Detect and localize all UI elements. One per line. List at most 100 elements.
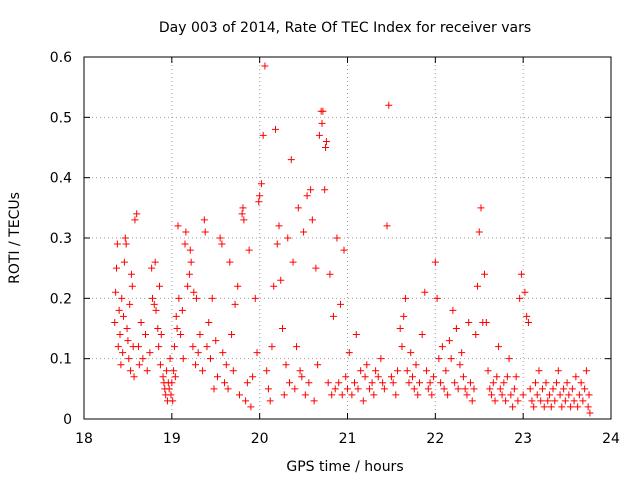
y-tick-labels: 0 0.1 0.2 0.3 0.4 0.5 0.6 xyxy=(50,50,72,428)
data-point xyxy=(155,343,163,351)
data-point xyxy=(219,349,227,357)
x-tick-labels: 18 19 20 21 22 23 24 xyxy=(75,431,620,447)
data-point xyxy=(438,343,446,351)
data-point xyxy=(437,379,445,387)
data-point xyxy=(368,379,376,387)
data-point xyxy=(370,391,378,399)
data-point xyxy=(146,349,154,357)
data-point xyxy=(275,222,283,230)
data-point xyxy=(489,379,497,387)
data-point xyxy=(517,270,525,278)
data-point xyxy=(377,355,385,363)
data-point xyxy=(336,300,344,308)
data-point xyxy=(210,385,218,393)
data-point xyxy=(218,240,226,248)
data-point xyxy=(412,361,420,369)
data-point xyxy=(216,234,224,242)
data-point xyxy=(503,373,511,381)
data-point xyxy=(379,379,387,387)
data-point xyxy=(315,131,323,139)
data-point xyxy=(475,228,483,236)
data-point xyxy=(271,125,279,133)
data-point xyxy=(570,397,578,405)
data-point xyxy=(280,391,288,399)
data-point xyxy=(175,294,183,302)
y-tick-label: 0 xyxy=(63,412,72,428)
data-point xyxy=(423,367,431,375)
data-point xyxy=(331,385,339,393)
data-points xyxy=(111,62,594,417)
data-point xyxy=(514,397,522,405)
data-point xyxy=(491,397,499,405)
data-point xyxy=(530,403,538,411)
data-point xyxy=(150,300,158,308)
data-point xyxy=(344,385,351,393)
data-point xyxy=(134,343,142,351)
data-point xyxy=(159,373,167,381)
data-point xyxy=(289,258,297,266)
data-point xyxy=(206,355,214,363)
data-point xyxy=(130,373,138,381)
data-point xyxy=(473,282,481,290)
data-point xyxy=(291,385,299,393)
data-point xyxy=(567,403,575,411)
data-point xyxy=(454,385,462,393)
data-point xyxy=(221,379,229,387)
data-point xyxy=(553,379,561,387)
chart-title: Day 003 of 2014, Rate Of TEC Index for r… xyxy=(159,20,531,36)
data-point xyxy=(170,367,178,375)
data-point xyxy=(122,240,130,248)
y-tick-label: 0.6 xyxy=(50,50,72,66)
data-point xyxy=(338,391,346,399)
data-point xyxy=(184,282,192,290)
data-point xyxy=(574,403,582,411)
data-point xyxy=(340,246,348,254)
data-point xyxy=(141,331,149,339)
data-point xyxy=(205,318,213,326)
data-point xyxy=(156,361,164,369)
data-point xyxy=(296,367,304,375)
data-point xyxy=(255,198,263,206)
data-point xyxy=(125,355,133,363)
data-point xyxy=(245,246,253,254)
data-point xyxy=(181,240,189,248)
data-point xyxy=(157,331,165,339)
data-point xyxy=(582,367,590,375)
data-point xyxy=(224,385,232,393)
data-point xyxy=(228,331,236,339)
data-point xyxy=(352,331,360,339)
data-point xyxy=(154,325,162,332)
data-point xyxy=(398,343,406,351)
data-point xyxy=(396,325,404,332)
data-point xyxy=(318,119,326,127)
data-point xyxy=(326,270,334,278)
data-point xyxy=(194,349,202,357)
data-point xyxy=(156,282,164,290)
data-point xyxy=(442,367,450,375)
data-point xyxy=(259,131,267,139)
data-point xyxy=(231,300,239,308)
data-point xyxy=(447,355,455,363)
data-point xyxy=(458,349,466,357)
data-point xyxy=(112,288,120,296)
data-point xyxy=(428,391,436,399)
data-point xyxy=(253,349,261,357)
data-point xyxy=(173,325,181,332)
data-point xyxy=(431,258,439,266)
x-tick-label: 19 xyxy=(163,431,181,447)
data-point xyxy=(263,367,271,375)
data-point xyxy=(226,258,234,266)
data-point xyxy=(528,397,536,405)
x-axis-label: GPS time / hours xyxy=(286,459,403,475)
data-point xyxy=(287,156,295,164)
data-point xyxy=(235,391,243,399)
data-point xyxy=(456,361,464,369)
data-point xyxy=(131,216,139,224)
data-point xyxy=(542,379,550,387)
data-point xyxy=(117,361,125,369)
data-point xyxy=(172,312,180,320)
data-point xyxy=(293,343,301,351)
data-point xyxy=(118,294,126,302)
data-point xyxy=(177,331,185,339)
data-point xyxy=(120,312,128,320)
